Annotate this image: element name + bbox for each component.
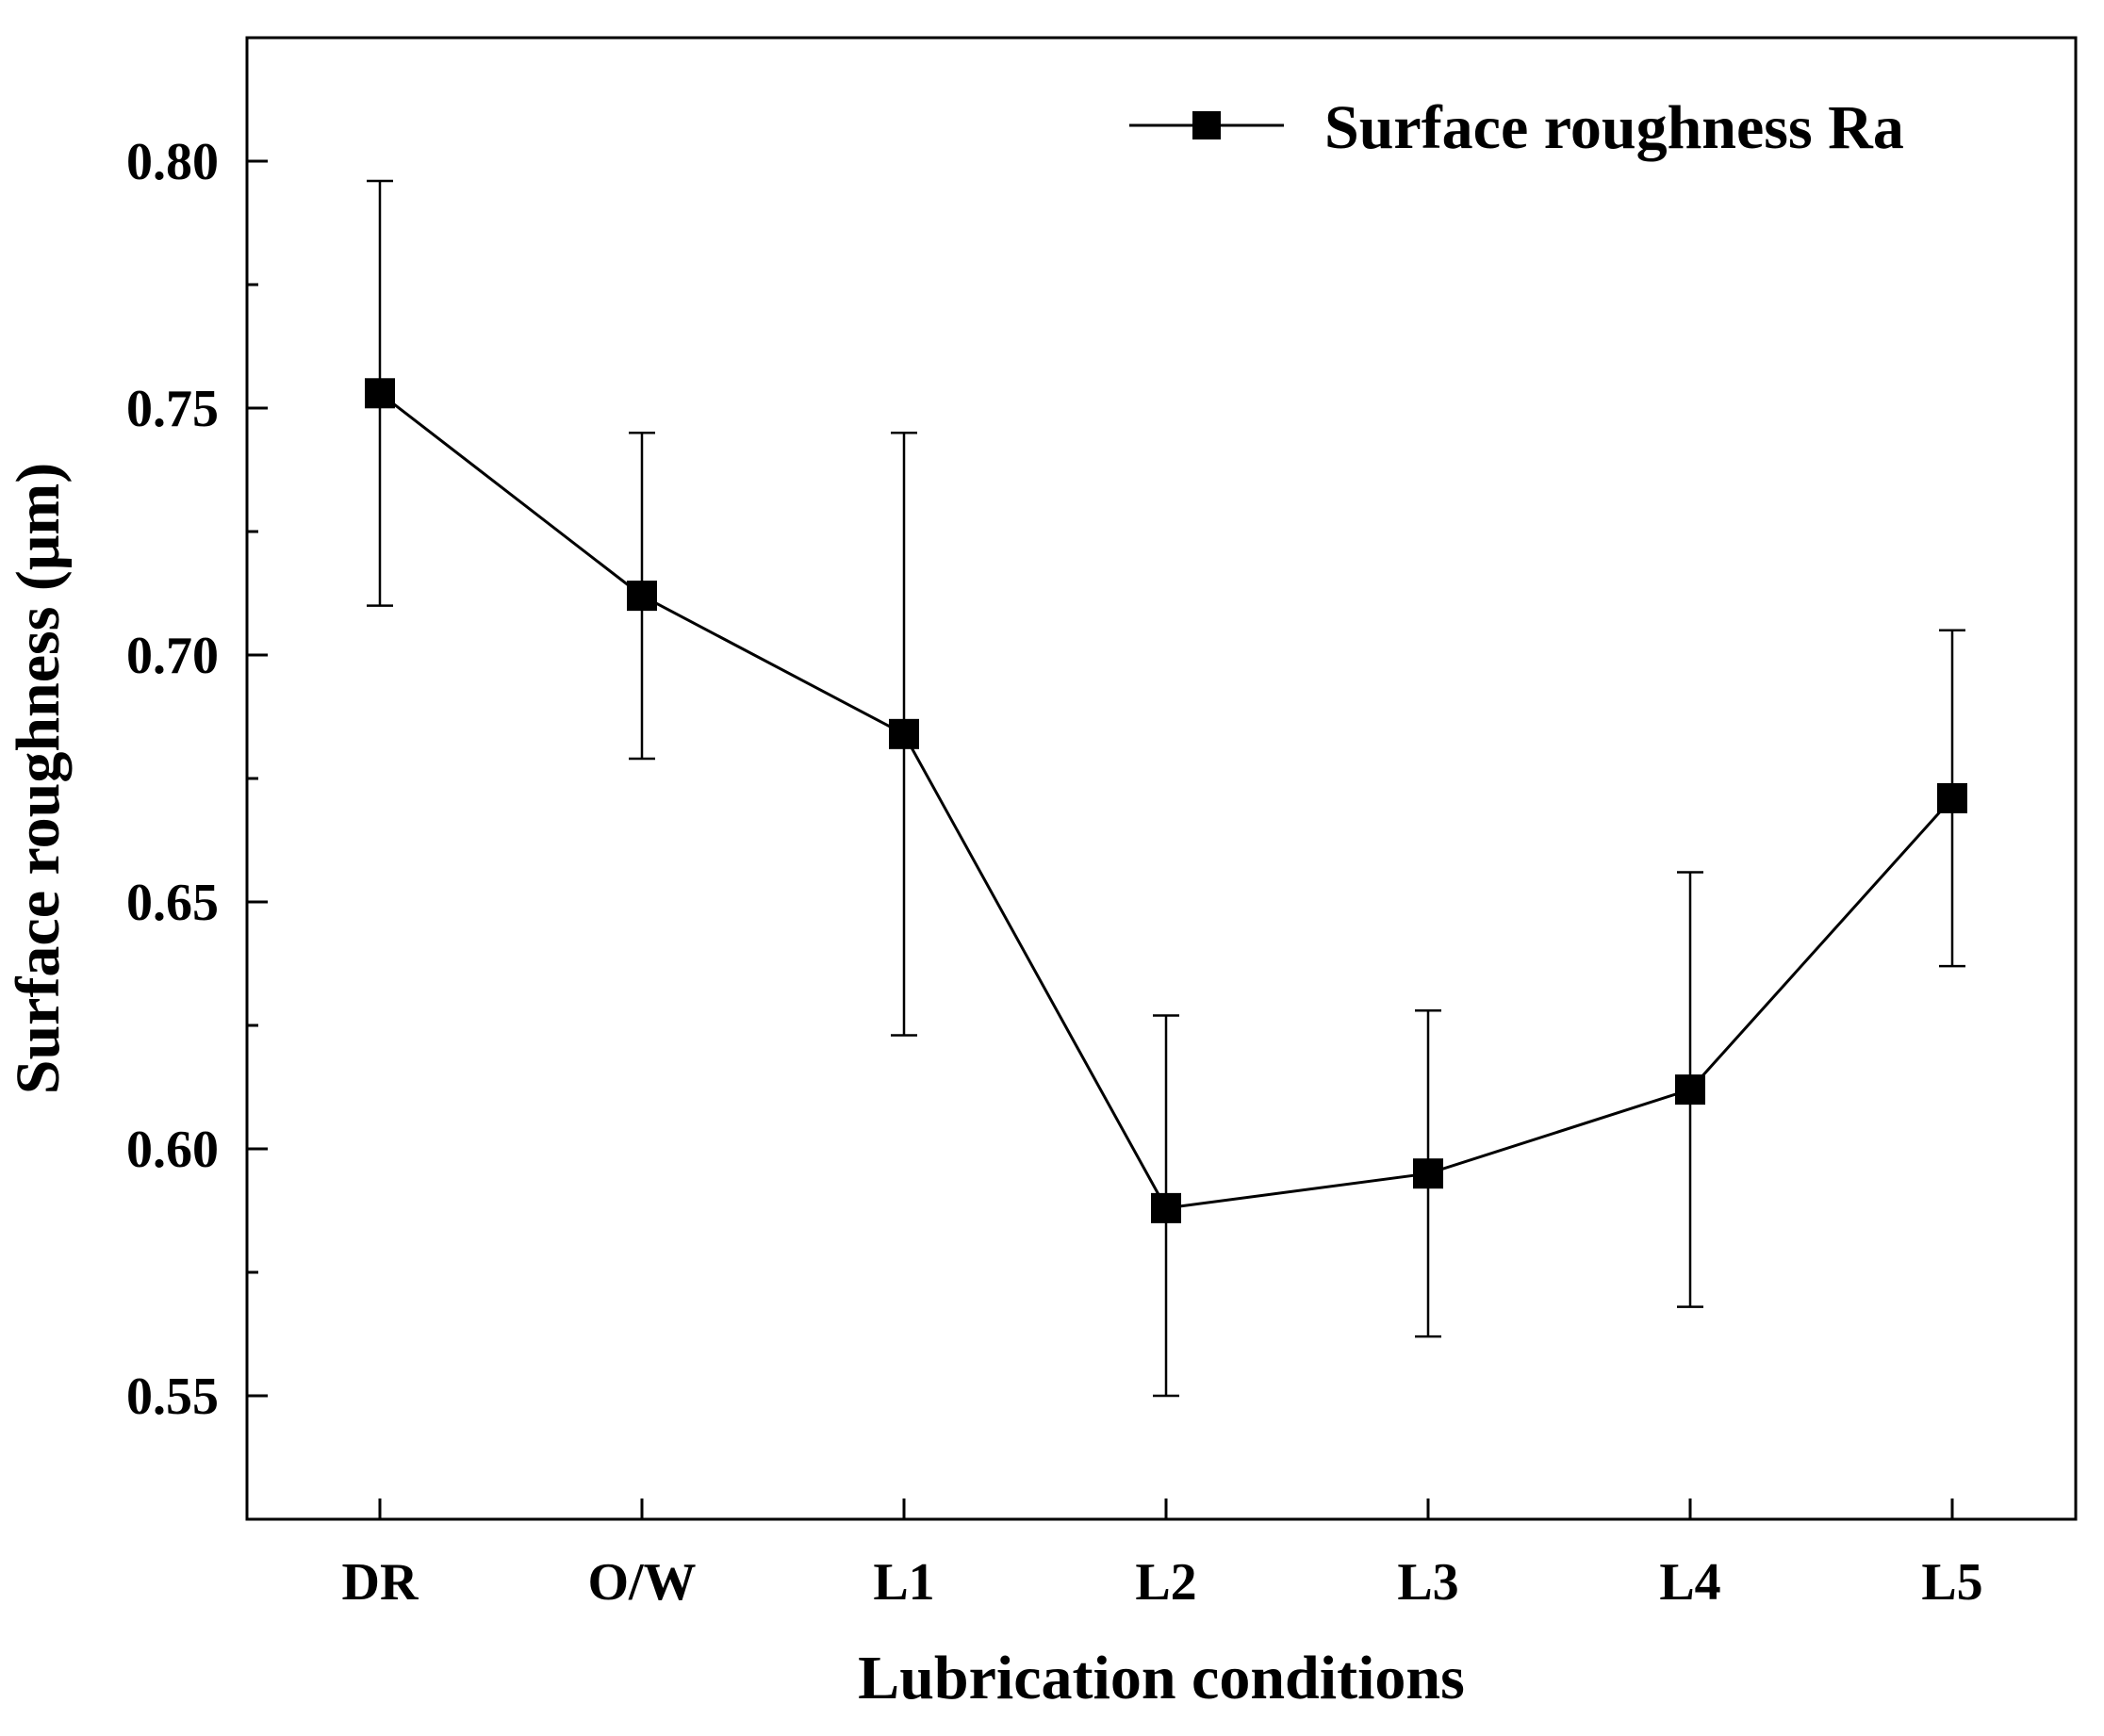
data-point-marker	[627, 581, 657, 612]
legend-marker-swatch	[1192, 111, 1221, 139]
y-tick-label: 0.70	[126, 627, 219, 685]
y-tick-label: 0.60	[126, 1121, 219, 1179]
data-point-marker	[1151, 1192, 1181, 1223]
data-point-marker	[365, 378, 395, 409]
y-tick-label: 0.55	[126, 1368, 219, 1426]
x-tick-label: L2	[1135, 1553, 1196, 1612]
x-axis-title: Lubrication conditions	[858, 1644, 1465, 1712]
data-point-marker	[1413, 1158, 1443, 1189]
y-axis-title: Surface roughness (μm)	[4, 463, 73, 1095]
legend-label: Surface roughness Ra	[1324, 93, 1904, 162]
x-axis: DR O/W L1 L2 L3 L4 L5	[342, 1499, 1983, 1612]
x-tick-label: L4	[1659, 1553, 1720, 1612]
legend: Surface roughness Ra	[1129, 93, 1904, 162]
x-tick-label: DR	[342, 1553, 419, 1612]
x-tick-label: L5	[1921, 1553, 1982, 1612]
y-axis: 0.55 0.60 0.65 0.70 0.75 0.80	[126, 133, 268, 1426]
y-tick-label: 0.65	[126, 874, 219, 932]
x-tick-label: O/W	[587, 1553, 696, 1612]
data-point-marker	[1937, 782, 1967, 813]
x-tick-label: L1	[873, 1553, 934, 1612]
plot-frame	[245, 36, 2078, 1521]
x-tick-label: L3	[1397, 1553, 1458, 1612]
data-point-marker	[889, 718, 919, 749]
series-group	[365, 179, 1967, 1398]
data-point-marker	[1675, 1074, 1705, 1105]
y-tick-label: 0.75	[126, 380, 219, 438]
y-tick-label: 0.80	[126, 133, 219, 191]
